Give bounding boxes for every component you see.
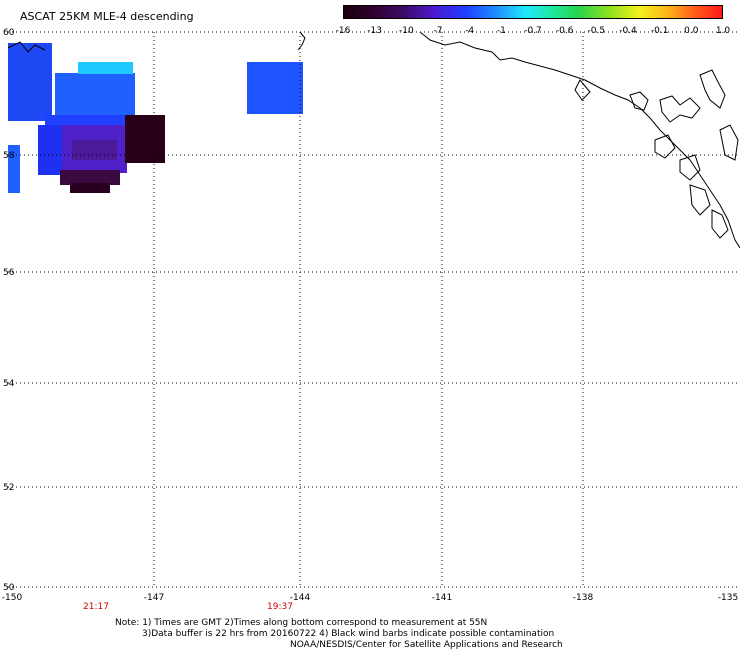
latitude-labels: 60 58 56 54 52 50: [3, 28, 15, 593]
lon-label: -150: [2, 593, 23, 603]
colorbar-tick-label: -10: [398, 26, 414, 36]
colorbar: [343, 5, 723, 19]
data-pixel: [72, 140, 117, 160]
pass-time-label: 21:17: [83, 602, 109, 612]
lat-label: 50: [3, 583, 15, 593]
data-pixel: [78, 62, 133, 74]
colorbar-tick-label: -1: [496, 26, 506, 36]
colorbar-tick-label: -0.1: [650, 26, 669, 36]
lat-label: 58: [3, 151, 15, 161]
colorbar-tick-label: -7: [433, 26, 443, 36]
lat-label: 54: [3, 379, 15, 389]
note-line-3: NOAA/NESDIS/Center for Satellite Applica…: [290, 640, 563, 650]
pass-times: 21:17 19:37: [83, 602, 293, 612]
lon-label: -141: [432, 593, 452, 603]
data-pixel: [8, 43, 52, 121]
data-pixel: [55, 73, 135, 121]
lon-label: -135: [718, 593, 738, 603]
lon-label: -138: [573, 593, 594, 603]
data-pixel: [125, 115, 165, 163]
wind-data-pixels: [8, 43, 303, 193]
lat-lon-grid: [8, 31, 740, 588]
pass-time-label: 19:37: [267, 602, 293, 612]
data-pixel: [70, 183, 110, 193]
lon-label: -144: [290, 593, 311, 603]
colorbar-tick-label: -0.6: [555, 26, 574, 36]
lon-label: -147: [144, 593, 164, 603]
map-title: ASCAT 25KM MLE-4 descending: [20, 10, 194, 23]
note-line-1: Note: 1) Times are GMT 2)Times along bot…: [115, 618, 488, 628]
lat-label: 56: [3, 268, 15, 278]
colorbar-tick-label: -0.7: [524, 26, 542, 36]
colorbar-tick-label: -0.4: [619, 26, 637, 36]
colorbar-tick-label: 1.0: [715, 26, 731, 36]
data-pixel: [60, 170, 120, 185]
data-pixel: [247, 62, 303, 114]
colorbar-tick-label: -16: [335, 26, 351, 36]
colorbar-tick-label: -0.5: [587, 26, 606, 36]
data-pixel: [8, 145, 20, 193]
coastline: [7, 31, 740, 249]
note-line-2: 3)Data buffer is 22 hrs from 20160722 4)…: [142, 629, 555, 639]
colorbar-tick-label: -13: [367, 26, 383, 36]
lat-label: 60: [3, 28, 15, 38]
colorbar-labels: -16 -13 -10 -7 -4 -1 -0.7 -0.6 -0.5 -0.4 -0.1 0.0 1.…: [336, 26, 740, 38]
colorbar-tick-label: -4: [465, 26, 475, 36]
colorbar-tick-label: 0.0: [684, 26, 699, 36]
longitude-labels: -150 -147 -144 -141 -138 -135: [2, 593, 738, 603]
lat-label: 52: [3, 483, 14, 493]
